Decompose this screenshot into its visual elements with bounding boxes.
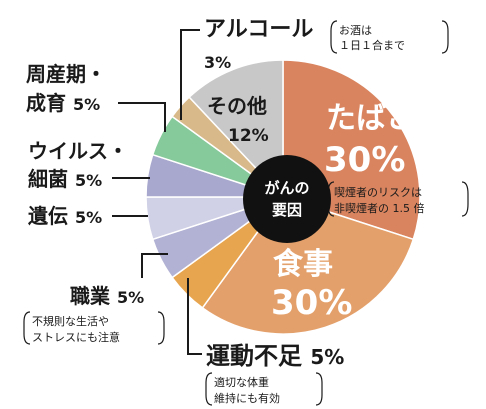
center-circle [243,155,331,243]
exercise-note-line-1: 適切な体重 [214,375,269,389]
occupation-label-text: 職業 [70,284,117,308]
other-value: 12% [228,126,269,146]
tobacco-note-line-1: 喫煙者のリスクは [334,186,422,199]
leader-perinatal [118,102,166,132]
exercise-note-line-2: 維持にも有効 [214,391,280,405]
occupation-value: 5% [117,288,144,307]
center-label-line-2: 要因 [272,201,302,219]
virus-label-line-2: 細菌 5% [28,167,102,191]
tobacco-note-line-2: 非喫煙者の 1.5 倍 [334,201,425,215]
virus-value: 5% [75,171,102,190]
perinatal-label-line-1: 周産期・ [26,62,106,86]
genetics-label: 遺伝 5% [28,204,102,228]
diet-label: 食事 [273,247,333,282]
tobacco-value: 30% [324,140,405,180]
center-label-line-1: がんの [264,179,309,197]
occupation-label: 職業 5% [70,284,144,308]
perinatal-label-text: 成育 [26,91,73,115]
virus-label-text: 細菌 [28,167,75,191]
tobacco-label: たばこ [326,101,416,136]
leader-lines [112,29,202,355]
exercise-value: 5% [310,345,344,369]
genetics-label-text: 遺伝 [28,204,75,228]
perinatal-value: 5% [73,95,100,114]
occupation-note-line-2: ストレスにも注意 [32,330,120,344]
alcohol-label: アルコール [204,17,313,42]
diet-value: 30% [271,283,352,323]
virus-label-line-1: ウイルス・ [28,139,128,163]
exercise-label-text: 運動不足 [206,342,310,370]
note-brackets [23,20,469,406]
other-label: その他 [207,94,267,118]
pie-slice-diet [201,196,415,335]
alcohol-note-line-1: お酒は [339,24,372,37]
leader-alcohol [180,29,200,120]
perinatal-label-line-2: 成育 5% [26,91,100,115]
pie-slice-other [188,59,284,199]
genetics-value: 5% [75,208,102,227]
exercise-label: 運動不足 5% [206,342,344,370]
occupation-note-line-1: 不規則な生活や [32,314,109,328]
leader-occupation [141,253,168,278]
alcohol-value: 3% [204,53,231,72]
leader-exercise [187,278,202,355]
alcohol-note-line-2: １日１合まで [339,38,405,52]
